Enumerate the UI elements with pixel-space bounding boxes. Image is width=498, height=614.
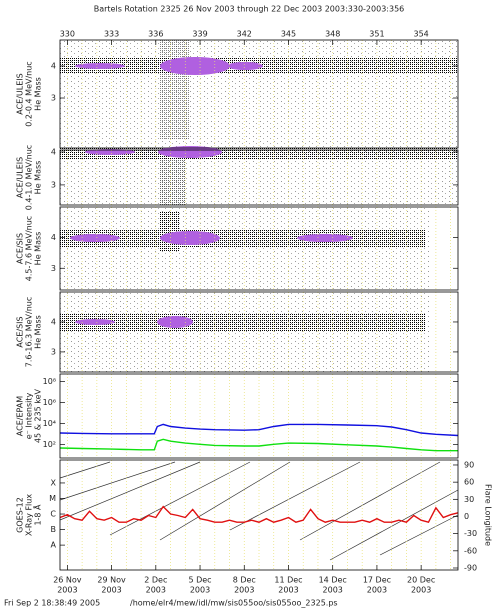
y-axis-label: He Mass	[34, 161, 43, 195]
y-axis-label: He Mass	[34, 232, 43, 266]
x-tick-label: 14 Dec	[319, 576, 347, 585]
y-axis-label: X-Ray Flux	[25, 494, 34, 536]
x-tick-label: 5 Dec	[188, 576, 211, 585]
y-axis-label: GOES-12	[16, 497, 25, 533]
y2-axis-label: Flare Longitude	[484, 484, 493, 546]
y2-tick-label: -90	[464, 563, 477, 572]
x-tick-year: 2003	[146, 586, 166, 595]
y-tick-label: C	[50, 510, 56, 519]
x-tick-year: 2003	[323, 586, 343, 595]
panel-frame	[59, 459, 459, 571]
x-tick-year: 2003	[234, 586, 254, 595]
x-tick-label: 11 Dec	[274, 576, 302, 585]
series-line	[59, 505, 459, 524]
y-tick-label: M	[49, 494, 56, 503]
x-tick-year: 2003	[411, 586, 431, 595]
footer-timestamp: Fri Sep 2 18:38:49 2005	[4, 599, 100, 608]
x-tick-label-top: 333	[104, 30, 119, 39]
x-tick-year: 2003	[57, 586, 77, 595]
y-axis-label: e⁻ Intensity	[25, 392, 34, 439]
y-axis-label: 45 & 235 keV	[34, 388, 43, 443]
x-tick-label-top: 351	[369, 30, 384, 39]
y-tick-label: 3	[51, 264, 56, 273]
y-axis-label: 0.2-0.4 MeV/nuc	[25, 61, 34, 126]
y-tick-label: 4	[51, 317, 56, 326]
y-tick-label: B	[51, 525, 57, 534]
y2-tick-label: 0	[464, 512, 469, 521]
panel-frame	[59, 206, 459, 291]
y-axis-label: He Mass	[34, 77, 43, 111]
y-axis-label: ACE/ULEIS	[16, 73, 25, 114]
y-axis-label: ACE/SIS	[16, 316, 25, 347]
y-tick-label: X	[51, 478, 57, 487]
x-tick-label-top: 345	[281, 30, 296, 39]
panel-frame	[59, 373, 459, 459]
y-axis-label: ACE/EPAM	[16, 396, 25, 437]
y-tick-label: 10⁶	[43, 398, 56, 407]
y-tick-label: 4	[51, 61, 56, 70]
x-tick-label: 2 Dec	[144, 576, 167, 585]
y-axis-label: 0.4-1.0 MeV/nuc	[25, 145, 34, 210]
x-tick-label: 26 Nov	[53, 576, 82, 585]
y2-tick-label: -60	[464, 546, 477, 555]
y-tick-label: 3	[51, 180, 56, 189]
y-tick-label: 4	[51, 233, 56, 242]
x-tick-label-top: 330	[60, 30, 75, 39]
y-axis-label: ACE/ULEIS	[16, 157, 25, 198]
x-tick-label: 20 Dec	[407, 576, 435, 585]
y2-tick-label: 30	[464, 495, 474, 504]
y-axis-label: He Mass	[34, 315, 43, 349]
y-tick-label: 3	[51, 347, 56, 356]
x-tick-label-top: 336	[148, 30, 163, 39]
x-tick-label-top: 354	[414, 30, 429, 39]
y-axis-label: 1-8 Å	[32, 504, 43, 526]
x-tick-label: 17 Dec	[363, 576, 391, 585]
panel-frame	[59, 291, 459, 373]
x-tick-year: 2003	[190, 586, 210, 595]
y-tick-label: 10⁸	[43, 377, 56, 386]
y-tick-label: A	[51, 541, 57, 550]
x-tick-label: 29 Nov	[97, 576, 126, 585]
y-axis-label: 4.5-7.6 MeV/nuc	[25, 216, 34, 281]
series-line	[59, 438, 458, 452]
title: Bartels Rotation 2325 26 Nov 2003 throug…	[94, 5, 405, 14]
series-line	[59, 423, 459, 437]
x-tick-year: 2003	[101, 586, 121, 595]
y-axis-label: 7.6-16.3 MeV/nuc	[25, 297, 34, 368]
y2-tick-label: 90	[464, 460, 474, 469]
y2-tick-label: -30	[464, 529, 477, 538]
x-tick-label-top: 342	[237, 30, 252, 39]
x-tick-label: 8 Dec	[233, 576, 256, 585]
panel-frame	[59, 149, 459, 206]
x-tick-label-top: 339	[192, 30, 207, 39]
y2-tick-label: 60	[464, 478, 474, 487]
x-tick-year: 2003	[278, 586, 298, 595]
panel-frame	[59, 39, 459, 149]
y-tick-label: 10⁴	[43, 419, 56, 428]
x-tick-year: 2003	[367, 586, 387, 595]
x-tick-label-top: 348	[325, 30, 340, 39]
y-axis-label: ACE/SIS	[16, 233, 25, 264]
y-tick-label: 3	[51, 94, 56, 103]
y-tick-label: 10²	[43, 440, 56, 449]
y-tick-label: 4	[51, 147, 56, 156]
footer-path: /home/elr4/mew/idl/mw/sis055oo/sis055oo_…	[130, 599, 338, 608]
